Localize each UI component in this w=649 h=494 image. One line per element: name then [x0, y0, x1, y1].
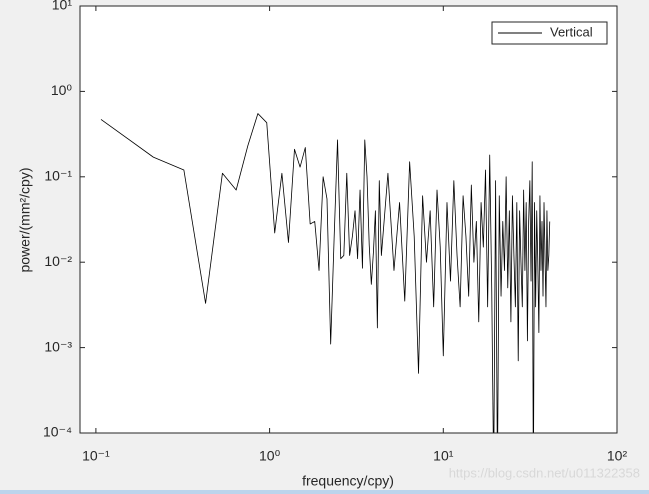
watermark: https://blog.csdn.net/u011322358 [449, 465, 640, 480]
x-tick-label: 10¹ [433, 448, 454, 464]
x-tick-label: 10⁻¹ [82, 448, 110, 464]
x-tick-label: 10² [607, 448, 628, 464]
window-border [0, 490, 649, 494]
plot-lines [100, 113, 551, 433]
y-axis-label: power/(mm²/cpy) [17, 167, 33, 272]
y-tick-label: 10⁻⁴ [43, 424, 72, 440]
x-axis-label: frequency/cpy) [302, 473, 394, 489]
y-tick-label: 10⁻¹ [44, 168, 72, 184]
y-tick-label: 10¹ [52, 0, 73, 13]
y-tick-label: 10⁰ [51, 82, 73, 98]
axes-box [79, 5, 618, 434]
y-tick-label: 10⁻² [44, 253, 72, 269]
legend-box [491, 21, 608, 45]
y-tick-label: 10⁻³ [44, 338, 72, 354]
x-tick-label: 10⁰ [259, 448, 281, 464]
data-line [100, 113, 551, 433]
legend-label: Vertical [550, 24, 593, 39]
